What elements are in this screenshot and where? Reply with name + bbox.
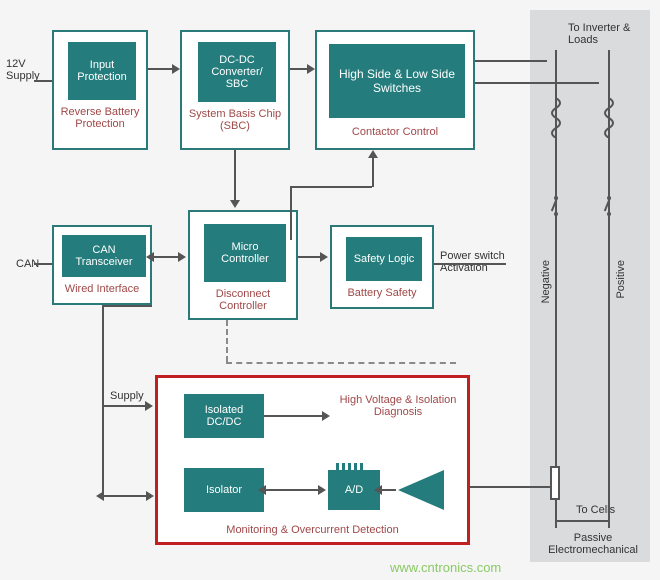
- diagram-canvas: Input Protection Reverse Battery Protect…: [0, 0, 660, 580]
- label-to-inverter: To Inverter & Loads: [568, 22, 640, 46]
- box-switches: High Side & Low Side Switches: [329, 44, 465, 118]
- caption-micro: Disconnect Controller: [194, 288, 292, 312]
- shunt-resistor: [550, 466, 560, 500]
- arrow-ip-sbc: [148, 68, 172, 70]
- module-can: CAN Transceiver Wired Interface: [52, 225, 152, 305]
- label-supply-arrow: Supply: [110, 390, 144, 402]
- amplifier-icon: [398, 470, 444, 510]
- switch-neg: [549, 196, 563, 216]
- box-safety: Safety Logic: [346, 237, 422, 281]
- rail-label-positive: Positive: [615, 260, 627, 299]
- module-safety: Safety Logic Battery Safety: [330, 225, 434, 309]
- box-adc: A/D: [328, 470, 380, 510]
- caption-safety: Battery Safety: [336, 287, 428, 299]
- label-power-switch: Power switch Activation: [440, 250, 506, 274]
- arrow-sbc-micro: [234, 150, 236, 202]
- label-hv-diag: High Voltage & Isolation Diagnosis: [338, 394, 458, 418]
- switch-pos: [602, 196, 616, 216]
- arrow-safety-out: [434, 263, 506, 265]
- caption-input-protection: Reverse Battery Protection: [58, 106, 142, 130]
- coil-neg: [548, 98, 564, 138]
- coil-pos: [601, 98, 617, 138]
- caption-switches: Contactor Control: [321, 126, 469, 138]
- module-switches: High Side & Low Side Switches Contactor …: [315, 30, 475, 150]
- dashed-link-2: [226, 362, 456, 364]
- arrow-can-in: [34, 263, 52, 265]
- label-12v-supply: 12V Supply: [6, 58, 50, 82]
- arrow-micro-safety: [298, 256, 322, 258]
- caption-dcdc-sbc: System Basis Chip (SBC): [186, 108, 284, 132]
- arrow-switches-coil2: [475, 82, 599, 84]
- module-input-protection: Input Protection Reverse Battery Protect…: [52, 30, 148, 150]
- arrow-switches-coil1: [475, 60, 547, 62]
- caption-can: Wired Interface: [58, 283, 146, 295]
- watermark: www.cntronics.com: [390, 560, 501, 575]
- box-dcdc-sbc: DC-DC Converter/ SBC: [198, 42, 276, 102]
- box-can: CAN Transceiver: [62, 235, 146, 277]
- box-input-protection: Input Protection: [68, 42, 136, 100]
- arrow-can-micro: [152, 256, 180, 258]
- box-iso-dcdc: Isolated DC/DC: [184, 394, 264, 438]
- arrow-sbc-switches: [290, 68, 308, 70]
- box-isolator: Isolator: [184, 468, 264, 512]
- module-dcdc-sbc: DC-DC Converter/ SBC System Basis Chip (…: [180, 30, 290, 150]
- module-micro: Micro Controller Disconnect Controller: [188, 210, 298, 320]
- arrow-supply-in: [34, 80, 52, 82]
- arrow-monitor-rail: [470, 486, 550, 488]
- box-micro: Micro Controller: [204, 224, 286, 282]
- rail-label-negative: Negative: [540, 260, 552, 303]
- dashed-link-1: [226, 320, 228, 362]
- adc-teeth: [336, 463, 363, 470]
- caption-monitoring: Monitoring & Overcurrent Detection: [162, 524, 463, 536]
- module-monitoring: Isolated DC/DC Isolator A/D High Voltage…: [155, 375, 470, 545]
- label-passive: Passive Electromechanical: [534, 532, 652, 556]
